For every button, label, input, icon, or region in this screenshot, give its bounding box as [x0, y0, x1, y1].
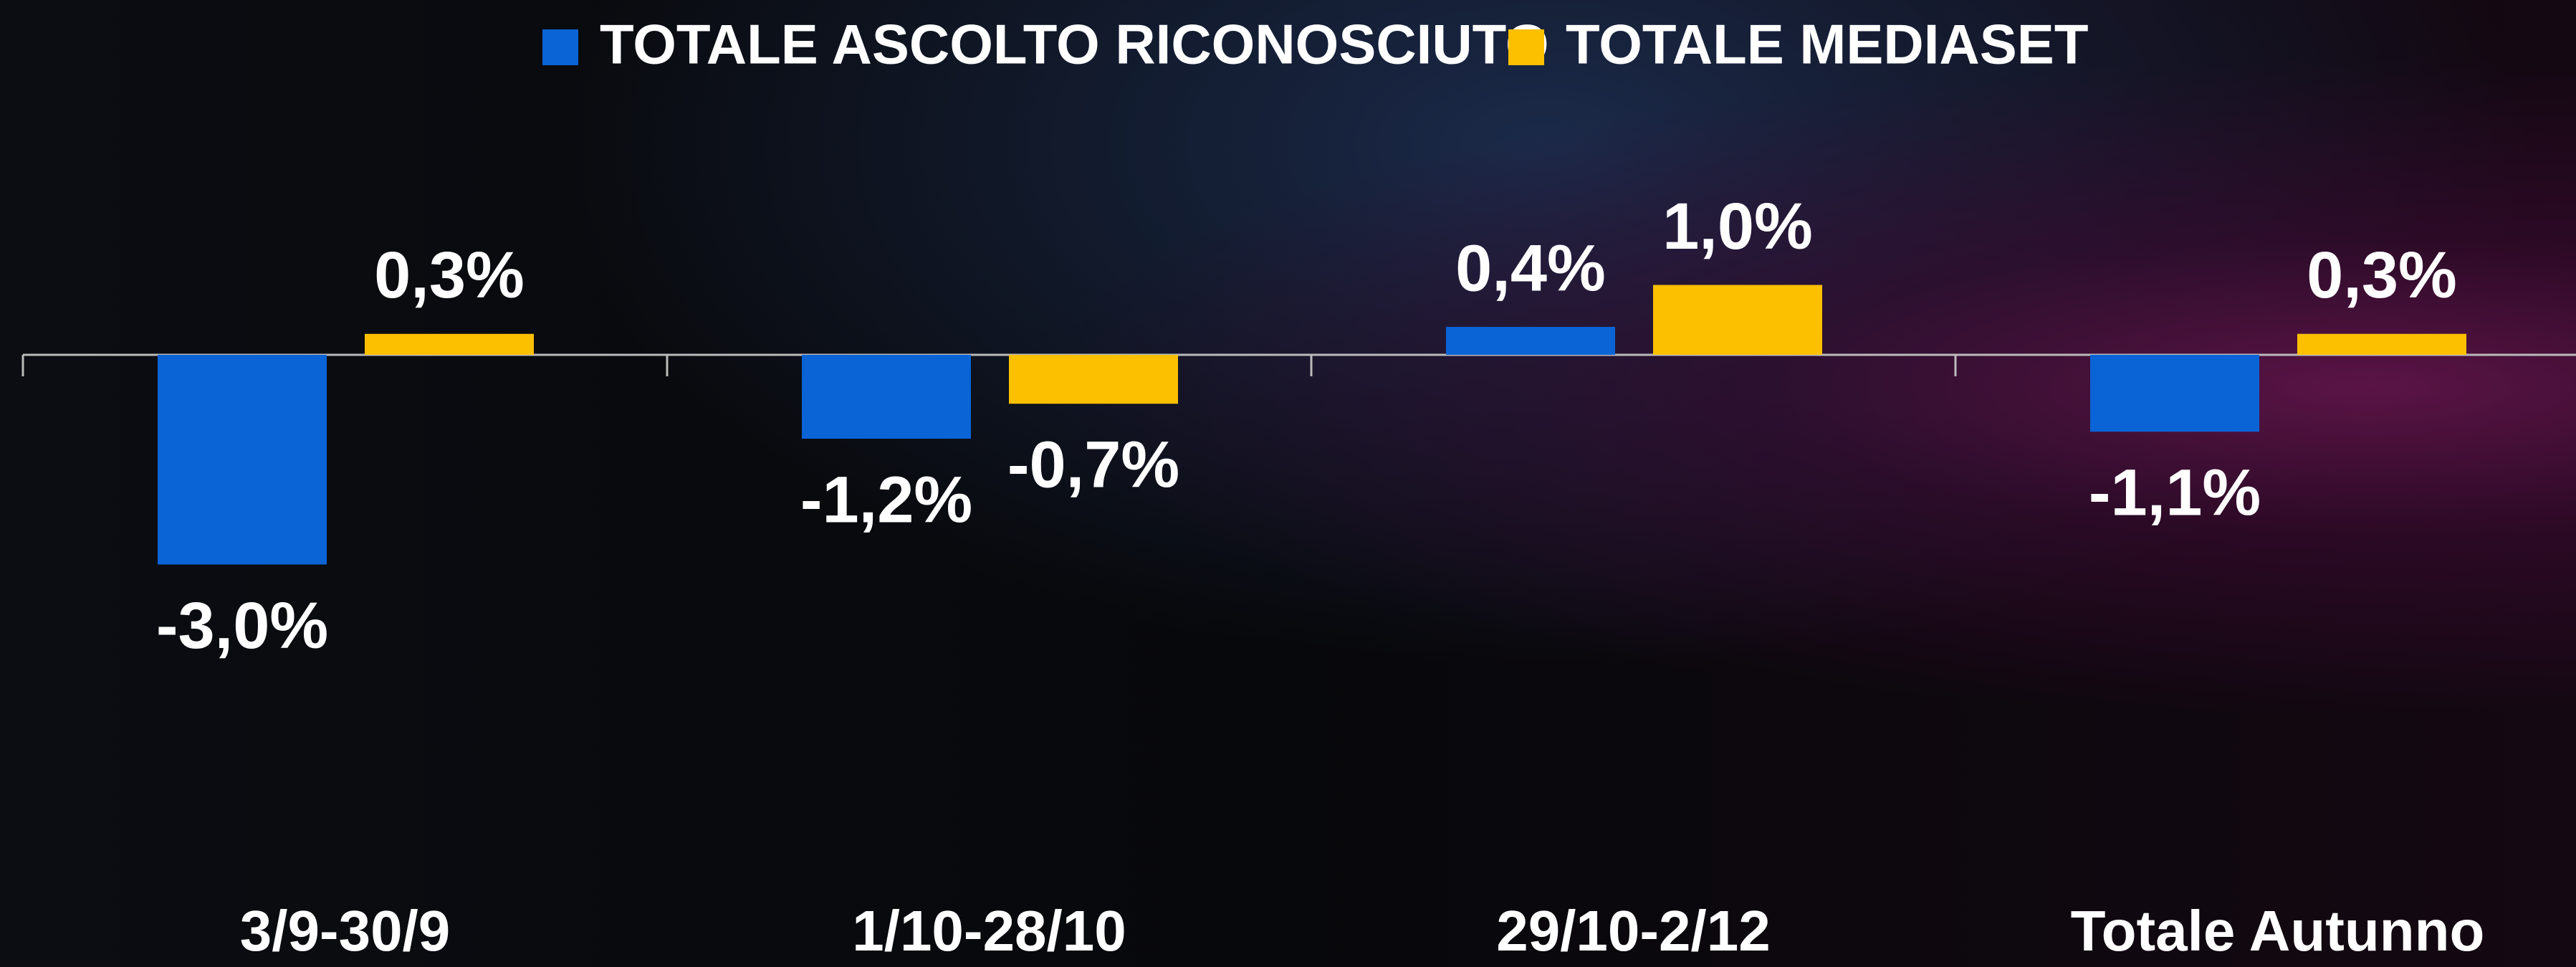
bar — [1009, 355, 1178, 404]
legend-label: TOTALE ASCOLTO RICONOSCIUTO — [600, 13, 1549, 76]
value-label: -3,0% — [156, 589, 328, 662]
bar — [1653, 285, 1822, 356]
value-label: 0,3% — [374, 239, 525, 312]
x-tick-label: 3/9-30/9 — [240, 899, 451, 963]
value-label: 0,4% — [1455, 232, 1606, 305]
value-label: -0,7% — [1007, 429, 1179, 502]
bar — [365, 334, 534, 355]
page: {"chart_data": {"type": "bar", "categori… — [0, 0, 2576, 967]
chart: TOTALE ASCOLTO RICONOSCIUTO TOTALE MEDIAS… — [0, 0, 2576, 967]
value-label: 1,0% — [1662, 190, 1813, 263]
legend-swatch — [542, 29, 578, 65]
bar — [802, 355, 971, 439]
value-label: 0,3% — [2307, 239, 2457, 312]
bar — [2090, 355, 2259, 432]
bar — [158, 355, 327, 565]
value-label: -1,2% — [800, 463, 972, 536]
value-label: -1,1% — [2089, 457, 2261, 530]
x-tick-label: 1/10-28/10 — [852, 899, 1126, 963]
legend-label: TOTALE MEDIASET — [1566, 13, 2088, 76]
bar — [1446, 327, 1615, 355]
x-tick-label: Totale Autunno — [2071, 899, 2485, 963]
x-tick-label: 29/10-2/12 — [1496, 899, 1771, 963]
legend-swatch — [1508, 29, 1544, 65]
bar — [2297, 334, 2466, 355]
